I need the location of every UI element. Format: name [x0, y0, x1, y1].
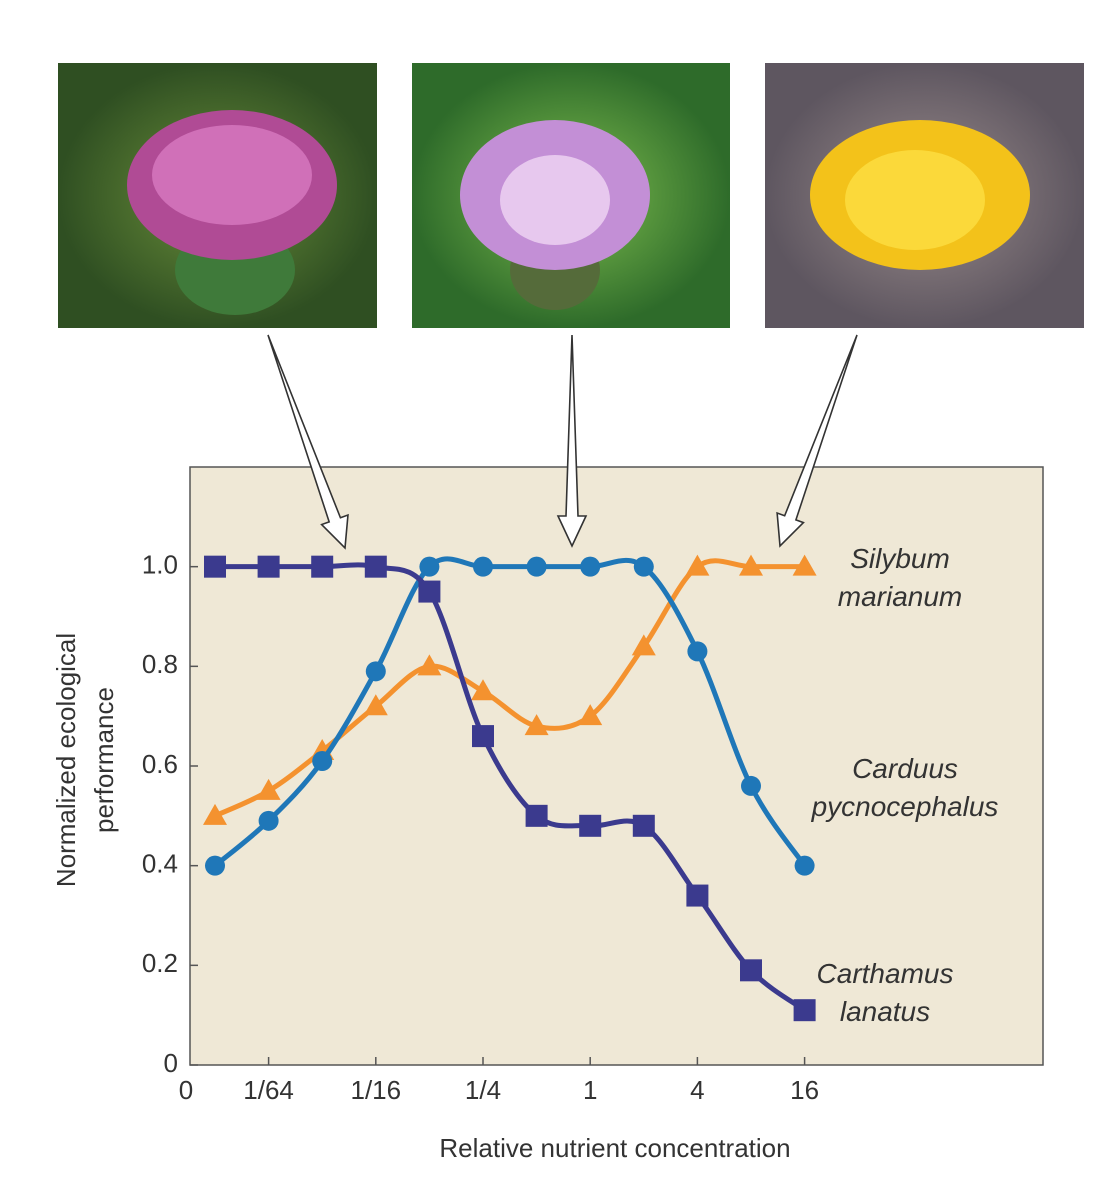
- marker: [526, 556, 547, 577]
- x-tick-label: 1/4: [465, 1075, 501, 1105]
- marker: [471, 679, 495, 701]
- arrow: [556, 334, 588, 548]
- series-label: Silybum marianum: [837, 543, 963, 612]
- y-tick-label: 1.0: [142, 550, 178, 580]
- marker: [741, 775, 761, 796]
- marker: [418, 580, 441, 603]
- marker: [364, 555, 387, 578]
- marker: [524, 714, 549, 736]
- marker: [203, 803, 227, 825]
- marker: [793, 999, 816, 1022]
- x-axis-title: Relative nutrient concentration: [439, 1133, 790, 1163]
- marker: [363, 694, 388, 716]
- marker: [685, 554, 710, 576]
- marker: [686, 884, 709, 907]
- marker: [205, 855, 225, 876]
- marker: [632, 814, 655, 837]
- series-label: Carthamus lanatus: [816, 958, 954, 1027]
- y-tick-label: 0.8: [142, 649, 178, 679]
- y-tick-label: 0.6: [142, 749, 178, 779]
- x-tick-label: 1/16: [350, 1075, 401, 1105]
- marker: [633, 556, 654, 577]
- x-tick-label: 1/64: [243, 1075, 294, 1105]
- x-tick-label: 16: [790, 1075, 819, 1105]
- y-axis-title: Normalized ecological performance: [51, 632, 119, 888]
- marker: [631, 634, 656, 656]
- marker: [740, 959, 762, 982]
- photo-detail: [500, 155, 610, 245]
- x-tick-label: 1: [583, 1075, 597, 1105]
- photo-detail: [152, 125, 312, 225]
- marker: [419, 556, 440, 577]
- marker: [258, 810, 279, 831]
- y-tick-label: 0: [164, 1048, 178, 1078]
- photo-detail: [845, 150, 985, 250]
- marker: [578, 704, 603, 726]
- marker: [579, 814, 602, 837]
- marker: [312, 751, 333, 772]
- marker: [256, 778, 281, 800]
- y-tick-label: 0.4: [142, 849, 178, 879]
- x-tick-label: 4: [690, 1075, 704, 1105]
- arrow: [776, 334, 858, 548]
- arrow: [267, 334, 349, 550]
- marker: [792, 554, 817, 576]
- marker: [417, 654, 442, 676]
- series-label: Carduus pycnocephalus: [811, 753, 999, 822]
- marker: [204, 555, 226, 578]
- marker: [365, 661, 386, 682]
- marker: [473, 556, 493, 577]
- marker: [687, 641, 708, 662]
- arrows: [267, 334, 858, 550]
- marker: [257, 555, 280, 578]
- marker: [311, 555, 334, 578]
- marker: [739, 554, 763, 576]
- y-tick-label: 0.2: [142, 948, 178, 978]
- marker: [472, 725, 494, 748]
- marker: [794, 855, 815, 876]
- marker: [580, 556, 601, 577]
- photos: [58, 63, 1084, 328]
- marker: [525, 804, 548, 827]
- x-origin-label: 0: [179, 1075, 193, 1105]
